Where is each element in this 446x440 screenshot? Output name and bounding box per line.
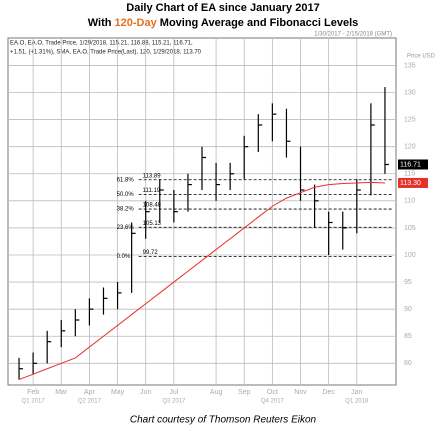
sma-line xyxy=(18,181,385,381)
last-price-box xyxy=(398,159,428,170)
subtitle-part: With xyxy=(88,17,115,29)
y-tick-label: 135 xyxy=(404,62,416,69)
fib-ratio-label: 0.0% xyxy=(117,254,131,260)
subtitle-part: Moving Average and Fibonacci Levels xyxy=(157,17,359,29)
legend-line: EA.O, EA.O, Trade Price, 1/29/2018, 115.… xyxy=(10,41,193,47)
x-tick-label: Feb xyxy=(27,389,39,396)
x-quarter-label: Q1 2017 xyxy=(22,399,46,405)
x-quarter-label: Q2 2017 xyxy=(78,399,102,405)
x-tick-label: Jan xyxy=(351,389,362,396)
y-tick-label: 125 xyxy=(404,116,416,123)
fib-value-label: 99.72 xyxy=(143,250,159,256)
fib-ratio-label: 23.6% xyxy=(117,225,135,231)
x-tick-label: Apr xyxy=(84,389,96,396)
fib-ratio-label: 61.8% xyxy=(117,177,135,183)
fib-value-label: 105.13 xyxy=(143,221,162,227)
fib-value-label: 111.19 xyxy=(143,188,161,194)
legend-line: +1.51, (+1.31%), SMA, EA.O, Trade Price(… xyxy=(10,50,202,56)
chart-subtitle: With 120-Day Moving Average and Fibonacc… xyxy=(88,17,359,29)
y-tick-label: 100 xyxy=(404,252,416,259)
y-tick-label: 130 xyxy=(404,89,416,96)
x-tick-label: May xyxy=(111,389,125,396)
fib-value-label: 113.89 xyxy=(143,173,162,179)
sma-last-label: 113.30 xyxy=(400,180,421,187)
chart-title: Daily Chart of EA since January 2017 xyxy=(126,2,319,14)
subtitle-highlight: 120-Day xyxy=(115,17,158,29)
x-tick-label: Jun xyxy=(140,389,151,396)
x-tick-label: Mar xyxy=(55,389,68,396)
date-range: 1/30/2017 - 2/15/2018 (GMT) xyxy=(314,32,392,38)
y-tick-label: 85 xyxy=(404,333,412,340)
x-quarter-label: Q4 2017 xyxy=(261,399,285,405)
y-tick-label: 90 xyxy=(404,306,412,313)
caption: Chart courtesy of Thomson Reuters Eikon xyxy=(130,415,317,426)
x-tick-label: Nov xyxy=(294,389,307,396)
last-price-label: 116.71 xyxy=(400,161,421,168)
fib-ratio-label: 50.0% xyxy=(117,192,135,198)
y-axis-label: Price USD xyxy=(407,54,436,60)
x-tick-label: Oct xyxy=(267,389,278,396)
x-tick-label: Dec xyxy=(322,389,335,396)
plot-frame xyxy=(7,37,397,386)
x-tick-label: Sep xyxy=(238,389,251,396)
fib-ratio-label: 38.2% xyxy=(117,207,135,213)
y-tick-label: 110 xyxy=(404,198,415,205)
sma-last-box xyxy=(398,177,428,188)
y-tick-label: 120 xyxy=(404,144,416,151)
x-quarter-label: Q1 2018 xyxy=(345,399,369,405)
y-tick-label: 115 xyxy=(404,171,415,178)
y-tick-label: 105 xyxy=(404,225,416,232)
x-tick-label: Jul xyxy=(169,389,178,396)
y-tick-label: 80 xyxy=(404,360,412,367)
y-tick-label: 95 xyxy=(404,279,412,286)
x-quarter-label: Q3 2017 xyxy=(162,399,186,405)
fib-value-label: 108.48 xyxy=(143,203,162,209)
x-tick-label: Aug xyxy=(210,389,223,396)
